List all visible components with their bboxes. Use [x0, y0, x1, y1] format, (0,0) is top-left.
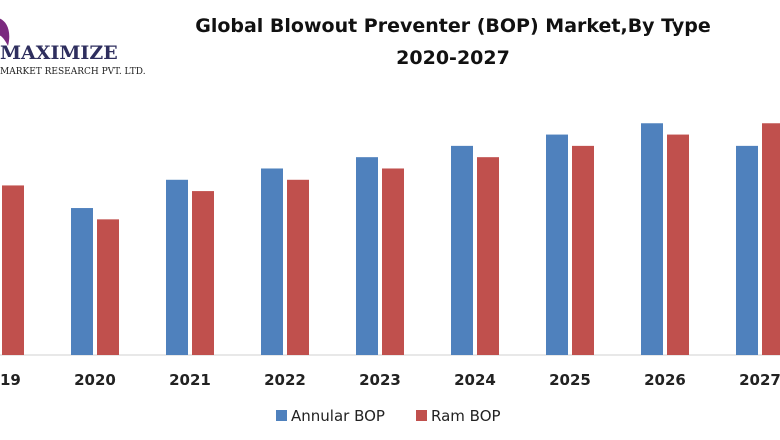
bar-annular-bop-2021	[166, 179, 188, 355]
x-tick-label-2024: 2024	[454, 371, 496, 389]
bar-ram-bop-2023	[382, 168, 404, 355]
logo-mark-icon	[0, 18, 10, 46]
bar-annular-bop-2022	[261, 168, 283, 355]
bars-group	[2, 123, 780, 356]
x-tick-label-2021: 2021	[169, 371, 211, 389]
chart-title-line-2: 2020-2027	[396, 47, 510, 69]
x-tick-label-2026: 2026	[644, 371, 686, 389]
bar-annular-bop-2026	[641, 123, 663, 356]
bar-ram-bop-2025	[572, 145, 594, 355]
x-tick-label-2027: 2027	[739, 371, 780, 389]
bar-ram-bop-2026	[667, 134, 689, 355]
bar-annular-bop-2027	[736, 145, 758, 355]
logo-name: MAXIMIZE	[0, 42, 118, 64]
bar-ram-bop-2022	[287, 179, 309, 355]
bar-ram-bop-2020	[97, 219, 119, 355]
x-tick-label-2020: 2020	[74, 371, 116, 389]
x-tick-label-2023: 2023	[359, 371, 401, 389]
legend-swatch-annular-bop	[276, 410, 287, 421]
bar-annular-bop-2025	[546, 134, 568, 355]
logo: MAXIMIZE MARKET RESEARCH PVT. LTD.	[0, 18, 146, 77]
bar-ram-bop-2027	[762, 123, 780, 356]
bar-annular-bop-2024	[451, 145, 473, 355]
legend-label-ram-bop: Ram BOP	[431, 407, 501, 425]
legend-label-annular-bop: Annular BOP	[291, 407, 385, 425]
chart-title-line-1: Global Blowout Preventer (BOP) Market,By…	[195, 15, 711, 37]
logo-subtitle: MARKET RESEARCH PVT. LTD.	[0, 67, 146, 77]
x-tick-label-2025: 2025	[549, 371, 591, 389]
x-tick-label-2022: 2022	[264, 371, 306, 389]
x-tick-label-2019: 2019	[0, 371, 21, 389]
bar-annular-bop-2023	[356, 157, 378, 355]
bar-ram-bop-2024	[477, 157, 499, 355]
bar-ram-bop-2019	[2, 185, 24, 355]
legend: Annular BOP Ram BOP	[276, 407, 501, 425]
legend-swatch-ram-bop	[416, 410, 427, 421]
bar-annular-bop-2020	[71, 208, 93, 355]
x-tick-labels: 2019 2020 2021 2022 2023 2024 2025 2026 2027	[0, 371, 780, 389]
bar-ram-bop-2021	[192, 191, 214, 355]
